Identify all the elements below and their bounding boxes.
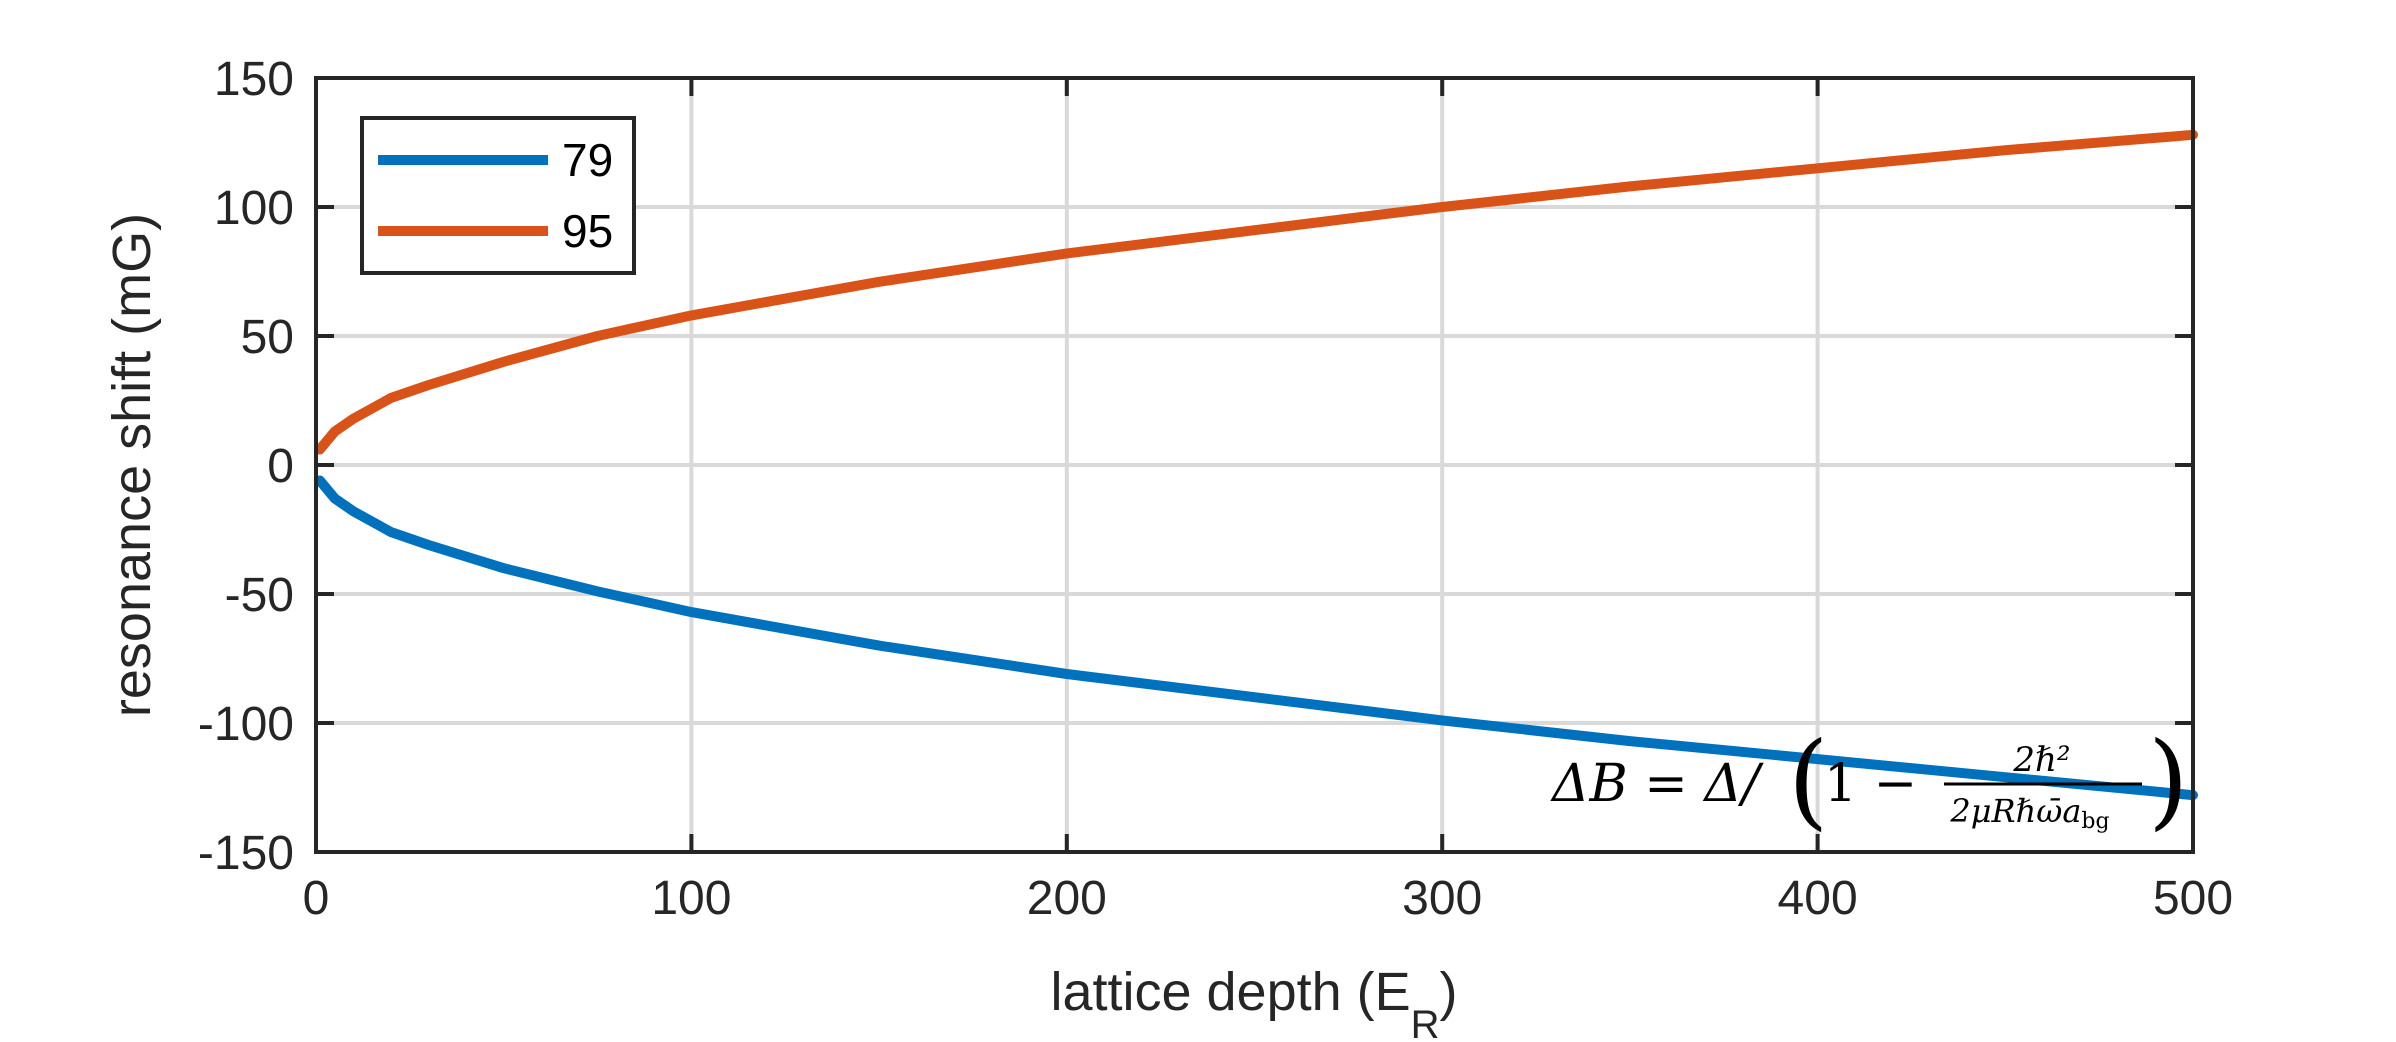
- x-axis-label-subscript: R: [1411, 1003, 1440, 1042]
- x-axis-label: lattice depth (ER): [1050, 962, 1457, 1042]
- x-tick-label: 300: [1402, 872, 1482, 925]
- legend: 79 95: [360, 116, 636, 275]
- y-tick-label: -100: [198, 698, 294, 751]
- x-tick-labels: 0 100 200 300 400 500: [303, 872, 2233, 925]
- y-tick-labels: -150 -100 -50 0 50 100 150: [198, 53, 294, 880]
- y-tick-label: -150: [198, 827, 294, 880]
- formula-denominator: 2μRℏω̄abg: [1949, 792, 2109, 834]
- formula-denominator-main: 2μRℏω̄a: [1949, 792, 2081, 830]
- x-tick-label: 200: [1027, 872, 1107, 925]
- y-tick-label: 150: [214, 53, 294, 106]
- formula-right-paren: ): [2148, 719, 2189, 841]
- series-lines: [314, 129, 2198, 801]
- formula-lhs: ΔB = Δ/: [1550, 754, 1764, 814]
- y-tick-label: 0: [267, 440, 294, 493]
- formula-denominator-subscript: bg: [2081, 809, 2109, 834]
- formula-annotation: ΔB = Δ/ ( 1 − 2ℏ² 2μRℏω̄abg ): [1550, 719, 2189, 841]
- formula-left-paren: (: [1788, 719, 1829, 841]
- series-line-95: [314, 129, 2198, 455]
- y-tick-label: -50: [225, 569, 294, 622]
- series-line-79: [314, 475, 2198, 801]
- x-tick-label: 100: [651, 872, 731, 925]
- x-tick-label: 0: [303, 872, 330, 925]
- y-tick-label: 100: [214, 182, 294, 235]
- legend-box: [360, 116, 636, 275]
- legend-label-95: 95: [562, 205, 613, 257]
- formula-numerator: 2ℏ²: [2012, 740, 2070, 780]
- y-tick-label: 50: [241, 311, 294, 364]
- axis-ticks: [314, 76, 2195, 854]
- formula-one-minus: 1 −: [1824, 754, 1917, 814]
- x-tick-label: 500: [2153, 872, 2233, 925]
- x-axis-label-close: ): [1440, 962, 1458, 1022]
- x-axis-label-main: lattice depth (E: [1050, 962, 1410, 1022]
- legend-label-79: 79: [562, 134, 613, 186]
- y-axis-label: resonance shift (mG): [102, 213, 162, 717]
- x-tick-label: 400: [1778, 872, 1858, 925]
